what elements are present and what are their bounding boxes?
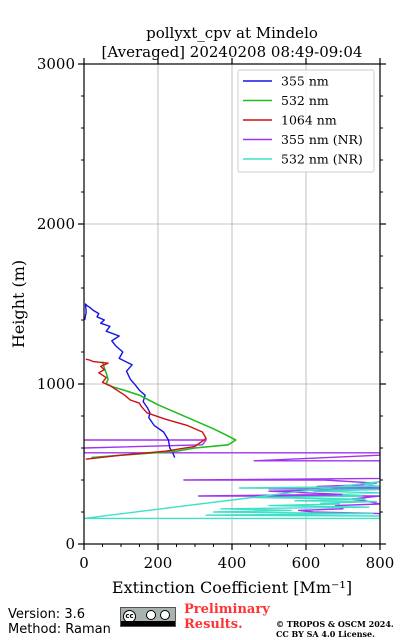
copyright-line1: © TROPOS & OSCM 2024. bbox=[276, 619, 394, 629]
legend: 355 nm 532 nm 1064 nm 355 nm (NR) 532 nm (NR… bbox=[237, 69, 375, 173]
data-series bbox=[84, 303, 380, 520]
x-tick-label: 400 bbox=[218, 554, 247, 572]
y-tick-label: 0 bbox=[65, 535, 75, 553]
y-tick-label: 1000 bbox=[37, 375, 75, 393]
axis-ticks: 0 200 400 600 800 0 1000 2000 3000 bbox=[37, 55, 395, 572]
copyright-notice: © TROPOS & OSCM 2024. CC BY SA 4.0 Licen… bbox=[276, 619, 394, 639]
x-tick-label: 200 bbox=[144, 554, 173, 572]
x-tick-label: 600 bbox=[292, 554, 321, 572]
legend-label: 355 nm bbox=[281, 74, 329, 89]
chart-subtitle: [Averaged] 20240208 08:49-09:04 bbox=[102, 43, 363, 61]
preliminary-notice: Preliminary Results. bbox=[184, 602, 270, 632]
series-line-2 bbox=[85, 358, 207, 460]
legend-label: 532 nm bbox=[281, 93, 329, 108]
chart-title: pollyxt_cpv at Mindelo bbox=[146, 24, 318, 42]
legend-label: 1064 nm bbox=[281, 113, 337, 128]
series-line-1 bbox=[91, 361, 237, 459]
legend-label: 532 nm (NR) bbox=[281, 152, 363, 167]
version-text: Version: 3.6 bbox=[8, 607, 85, 622]
series-line-0 bbox=[84, 303, 176, 458]
legend-label: 355 nm (NR) bbox=[281, 132, 363, 147]
footer: Version: 3.6 Method: Raman cc Preliminar… bbox=[0, 600, 400, 640]
copyright-line2: CC BY SA 4.0 License. bbox=[276, 629, 375, 639]
y-tick-label: 3000 bbox=[37, 55, 75, 73]
by-icon bbox=[146, 610, 156, 620]
y-axis-label: Height (m) bbox=[9, 260, 28, 348]
series-line-3 bbox=[84, 439, 380, 516]
cc-by-sa-badge: cc bbox=[120, 607, 176, 627]
extinction-profile-figure: pollyxt_cpv at Mindelo [Averaged] 202402… bbox=[9, 24, 395, 597]
x-tick-label: 0 bbox=[79, 554, 89, 572]
y-tick-label: 2000 bbox=[37, 215, 75, 233]
x-tick-label: 800 bbox=[366, 554, 395, 572]
x-axis-label: Extinction Coefficient [Mm⁻¹] bbox=[112, 578, 352, 597]
preliminary-line2: Results. bbox=[184, 617, 243, 632]
sa-icon bbox=[160, 610, 170, 620]
series-line-4 bbox=[84, 480, 380, 520]
method-text: Method: Raman bbox=[8, 622, 111, 637]
legend-box bbox=[237, 69, 375, 173]
preliminary-line1: Preliminary bbox=[184, 602, 270, 617]
